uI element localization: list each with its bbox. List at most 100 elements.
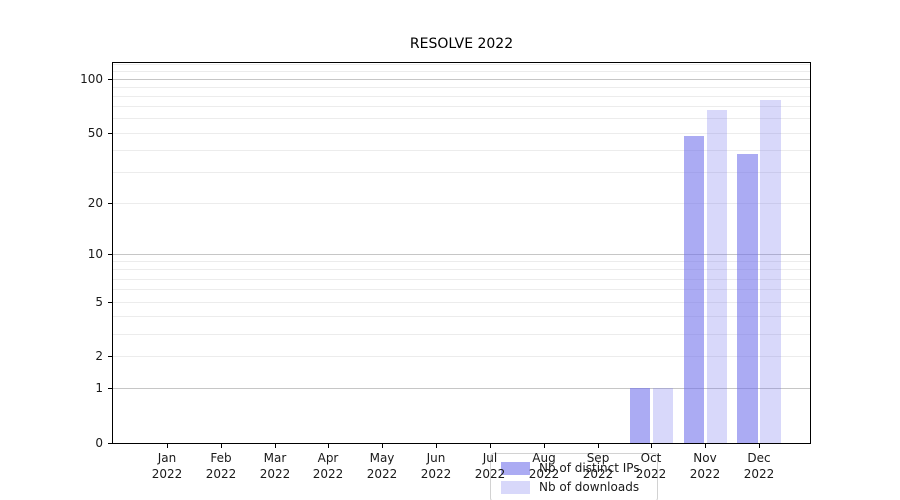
legend-label-downloads: Nb of downloads — [539, 480, 640, 494]
x-tick-mark — [221, 444, 222, 448]
legend-swatch-distinct-ips — [501, 461, 530, 475]
x-tick-year: 2022 — [259, 467, 291, 481]
plot-area: Nb of distinct IPs Nb of downloads — [112, 62, 811, 500]
minor-gridline — [113, 269, 810, 270]
x-tick-year: 2022 — [312, 467, 344, 481]
bar-nb-of-distinct-ips — [683, 135, 704, 443]
minor-gridline — [113, 334, 810, 335]
minor-gridline — [113, 289, 810, 290]
y-tick-label: 0 — [95, 436, 103, 450]
y-tick-label: 20 — [87, 196, 103, 210]
x-tick-month: Sep — [586, 451, 610, 465]
x-tick-label: Jun 2022 — [404, 450, 468, 482]
bar-nb-of-downloads — [706, 109, 727, 443]
legend-item-downloads: Nb of downloads — [501, 480, 647, 494]
x-tick-month: Feb — [210, 451, 232, 465]
x-tick-year: 2022 — [205, 467, 237, 481]
x-tick-month: Jun — [426, 451, 446, 465]
plot-canvas — [113, 63, 810, 443]
x-tick-year: 2022 — [528, 467, 560, 481]
x-tick-mark — [544, 444, 545, 448]
y-tick-label: 5 — [95, 295, 103, 309]
legend-label-distinct-ips: Nb of distinct IPs — [539, 461, 640, 475]
x-tick-month: Apr — [317, 451, 339, 465]
x-tick-year: 2022 — [743, 467, 775, 481]
x-tick-mark — [328, 444, 329, 448]
y-tick-mark — [108, 356, 112, 357]
x-tick-label: Sep 2022 — [566, 450, 630, 482]
x-tick-label: Mar 2022 — [243, 450, 307, 482]
legend-swatch-downloads — [501, 480, 530, 494]
y-tick-mark — [108, 388, 112, 389]
x-tick-month: Aug — [532, 451, 556, 465]
x-tick-year: 2022 — [635, 467, 667, 481]
minor-gridline — [113, 316, 810, 317]
x-tick-mark — [705, 444, 706, 448]
x-tick-year: 2022 — [689, 467, 721, 481]
bar-nb-of-distinct-ips — [629, 388, 651, 443]
x-tick-label: Oct 2022 — [619, 450, 683, 482]
x-tick-month: Jul — [482, 451, 498, 465]
y-tick-label: 100 — [80, 72, 103, 86]
major-gridline — [113, 388, 810, 389]
minor-gridline — [113, 203, 810, 204]
y-tick-mark — [108, 203, 112, 204]
x-tick-year: 2022 — [582, 467, 614, 481]
x-tick-mark — [759, 444, 760, 448]
y-tick-mark — [108, 254, 112, 255]
y-tick-mark — [108, 443, 112, 444]
x-tick-mark — [167, 444, 168, 448]
y-tick-mark — [108, 133, 112, 134]
legend: Nb of distinct IPs Nb of downloads — [490, 453, 658, 500]
minor-gridline — [113, 118, 810, 119]
minor-gridline — [113, 87, 810, 88]
y-tick-mark — [108, 302, 112, 303]
x-tick-mark — [651, 444, 652, 448]
x-tick-month: May — [369, 451, 395, 465]
major-gridline — [113, 254, 810, 255]
major-gridline — [113, 79, 810, 80]
x-tick-month: Jan — [157, 451, 177, 465]
x-tick-month: Nov — [693, 451, 717, 465]
x-tick-label: May 2022 — [350, 450, 414, 482]
x-tick-label: Jan 2022 — [135, 450, 199, 482]
x-tick-year: 2022 — [366, 467, 398, 481]
bar-nb-of-downloads — [652, 388, 674, 443]
x-tick-mark — [382, 444, 383, 448]
x-tick-label: Nov 2022 — [673, 450, 737, 482]
x-tick-mark — [436, 444, 437, 448]
minor-gridline — [113, 261, 810, 262]
x-tick-label: Feb 2022 — [189, 450, 253, 482]
minor-gridline — [113, 302, 810, 303]
y-tick-label: 2 — [95, 349, 103, 363]
minor-gridline — [113, 172, 810, 173]
x-tick-month: Mar — [263, 451, 287, 465]
minor-gridline — [113, 64, 810, 65]
x-tick-label: Jul 2022 — [458, 450, 522, 482]
y-tick-label: 50 — [87, 126, 103, 140]
x-tick-label: Apr 2022 — [296, 450, 360, 482]
bar-nb-of-distinct-ips — [737, 153, 758, 443]
x-tick-year: 2022 — [474, 467, 506, 481]
x-tick-mark — [598, 444, 599, 448]
x-tick-mark — [490, 444, 491, 448]
chart-title: RESOLVE 2022 — [409, 36, 514, 52]
x-tick-year: 2022 — [420, 467, 452, 481]
legend-item-distinct-ips: Nb of distinct IPs — [501, 461, 647, 475]
x-tick-label: Aug 2022 — [512, 450, 576, 482]
bar-nb-of-downloads — [760, 100, 781, 443]
minor-gridline — [113, 356, 810, 357]
minor-gridline — [113, 106, 810, 107]
minor-gridline — [113, 71, 810, 72]
y-tick-label: 1 — [95, 381, 103, 395]
x-tick-mark — [275, 444, 276, 448]
x-tick-year: 2022 — [151, 467, 183, 481]
x-tick-month: Dec — [747, 451, 771, 465]
x-tick-label: Dec 2022 — [727, 450, 791, 482]
minor-gridline — [113, 96, 810, 97]
minor-gridline — [113, 150, 810, 151]
minor-gridline — [113, 133, 810, 134]
y-tick-mark — [108, 79, 112, 80]
y-tick-label: 10 — [87, 247, 103, 261]
